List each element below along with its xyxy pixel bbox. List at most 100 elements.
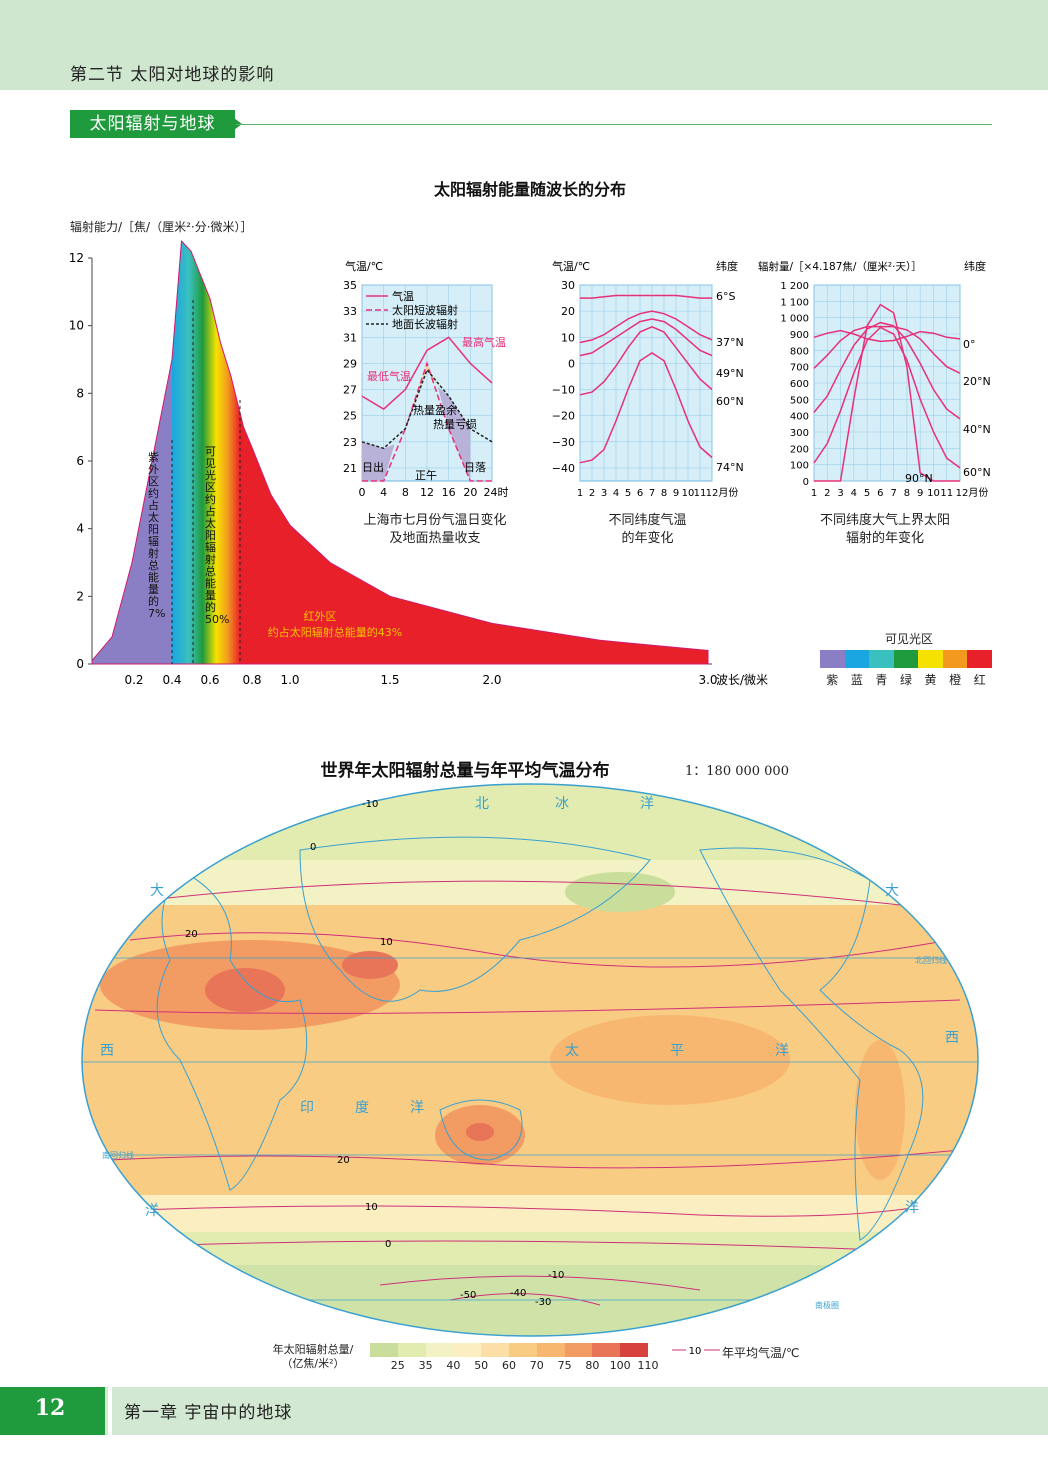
americas-outline xyxy=(699,847,924,1241)
series-line xyxy=(813,329,961,343)
series-label: 40°N xyxy=(963,423,991,436)
xtick-label: 6 xyxy=(637,488,643,499)
isotherm-label-3: 10 xyxy=(380,937,393,948)
isotherm-10-north xyxy=(129,932,951,968)
spectrum-xlabel: 波长/微米 xyxy=(716,673,768,687)
series-line xyxy=(814,303,960,482)
isotherm-0-north xyxy=(149,880,901,906)
isotherm-20-north xyxy=(94,999,961,1014)
map-legend-title-line-2: （亿焦/米²） xyxy=(281,1357,345,1370)
topic-tab: 太阳辐射与地球 xyxy=(70,110,235,138)
tropic-of-capricorn-label: 南回归线 xyxy=(102,1150,134,1160)
label-sunrise: 日出 xyxy=(362,460,384,474)
north-pacific-low xyxy=(565,872,675,912)
ytick-label: 100 xyxy=(790,461,809,472)
map-title: 世界年太阳辐射总量与年平均气温分布 xyxy=(320,761,610,781)
visible-legend-label: 蓝 xyxy=(850,673,863,687)
header-band xyxy=(0,0,1048,90)
shanghai-chart: 气温/℃ 21 23 25 27 29 31 33 35 0 4 8 12 16 20 24时 气温 太阳短… xyxy=(343,259,509,499)
isotherm-minus40 xyxy=(449,1293,601,1306)
visible-legend-swatch xyxy=(918,650,943,668)
isotherm-label-2: 0 xyxy=(310,842,316,853)
map-legend-value: 35 xyxy=(418,1359,433,1372)
xtick-label: 4 xyxy=(380,486,387,499)
ytick-label: 25 xyxy=(343,410,357,423)
xtick-label: 12 xyxy=(420,486,434,499)
shanghai-caption-line-1: 上海市七月份气温日变化 xyxy=(363,513,507,528)
label-noon: 正午 xyxy=(415,469,437,482)
ytick-label: 0 xyxy=(803,477,809,488)
series-label: 6°S xyxy=(716,290,735,303)
radiation-ylabel: 辐射量/［×4.187焦/（厘米²·天）］ xyxy=(758,260,922,273)
latitude-temp-caption-line-1: 不同纬度气温 xyxy=(608,513,687,528)
visible-legend-swatch xyxy=(893,650,919,668)
ytick-label: 10 xyxy=(561,331,575,344)
radiation-caption-line-2: 辐射的年变化 xyxy=(845,531,924,546)
xtick-label: 16 xyxy=(442,486,456,499)
map-legend-swatch xyxy=(453,1343,482,1357)
visible-legend-swatch xyxy=(967,650,992,668)
ytick-label: 29 xyxy=(343,357,357,370)
spectrum-xtick-label: 2.0 xyxy=(482,673,501,687)
spectrum-ytick-label: 0 xyxy=(76,657,84,671)
spectrum-xtick-label: 0.8 xyxy=(242,673,261,687)
map-legend-scale: 25 35 40 50 60 70 75 80 100 110 xyxy=(370,1343,659,1375)
spectrum-ylabel: 辐射能力/［焦/（厘米²·分·微米）］ xyxy=(70,220,253,234)
world-map: 北 冰 洋 大 西 洋 印 度 洋 太 平 洋 大 西 洋 北回归线 南回归线 … xyxy=(81,783,979,1337)
legend-longwave: 地面长波辐射 xyxy=(392,317,458,331)
visible-legend-label: 青 xyxy=(875,673,888,687)
xtick-label: 4 xyxy=(851,488,857,499)
spectrum-xtick-label: 0.4 xyxy=(162,673,181,687)
isotherm-legend-value: 10 xyxy=(689,1346,702,1357)
spectrum-ytick-label: 2 xyxy=(76,589,84,603)
series-label: 37°N xyxy=(716,336,744,349)
ytick-label: 23 xyxy=(343,436,357,449)
isotherm-label-5: 0 xyxy=(385,1239,391,1250)
ocean-label-atlantic-w-1: 大 xyxy=(150,883,164,899)
series-line xyxy=(813,326,961,469)
xtick-label: 20 xyxy=(463,486,477,499)
latitude-temp-y2label: 纬度 xyxy=(716,259,738,273)
ytick-label: 600 xyxy=(790,379,809,390)
series-label: 20°N xyxy=(963,375,991,388)
ytick-label: 200 xyxy=(790,444,809,455)
visible-legend-swatch xyxy=(844,650,870,668)
map-legend-swatch xyxy=(509,1343,537,1357)
visible-legend-swatch xyxy=(869,650,894,668)
isotherm-legend-label: 年平均气温/℃ xyxy=(722,1346,800,1360)
ytick-label: 20 xyxy=(561,305,575,318)
xtick-label: 6 xyxy=(877,488,883,499)
map-scale: 1：180 000 000 xyxy=(685,764,789,779)
xtick-label: 9 xyxy=(673,488,679,499)
xtick-label: 3 xyxy=(837,488,843,499)
spectrum-curve xyxy=(91,240,709,665)
map-legend-value: 70 xyxy=(529,1359,544,1372)
xtick-label: 1 xyxy=(577,488,583,499)
map-legend-swatch xyxy=(620,1343,648,1357)
heat-deficit-area-morning xyxy=(362,441,395,481)
xtick-label: 8 xyxy=(402,486,409,499)
ytick-label: 400 xyxy=(790,412,809,423)
spectrum-xtick-label: 0.2 xyxy=(124,673,143,687)
ytick-label: 1 100 xyxy=(780,297,809,308)
isotherm-label-7: -50 xyxy=(460,1290,476,1301)
ocean-label-atlantic-e-2: 西 xyxy=(945,1030,959,1046)
uv-label: 紫外区 约占太阳辐射总能量的7% xyxy=(148,451,166,620)
isotherm-label-11: 20 xyxy=(337,1155,350,1166)
xtick-label: 8 xyxy=(904,488,910,499)
pacific-high xyxy=(550,1015,790,1105)
series-label: 49°N xyxy=(716,367,744,380)
visible-legend-label: 绿 xyxy=(899,673,912,687)
series-label: 90°N xyxy=(905,472,933,485)
ytick-label: 21 xyxy=(343,462,357,475)
isotherm-10-south xyxy=(139,1204,931,1217)
ytick-label: 1 200 xyxy=(780,281,809,292)
map-legend-swatch xyxy=(397,1343,426,1357)
series-line xyxy=(813,321,961,420)
spectrum-xtick-label: 1.0 xyxy=(280,673,299,687)
spectrum-xtick-label: 3.0 xyxy=(698,673,717,687)
spectrum-ytick-label: 4 xyxy=(76,522,84,536)
series-line xyxy=(580,294,712,299)
map-legend-value: 75 xyxy=(557,1359,572,1372)
